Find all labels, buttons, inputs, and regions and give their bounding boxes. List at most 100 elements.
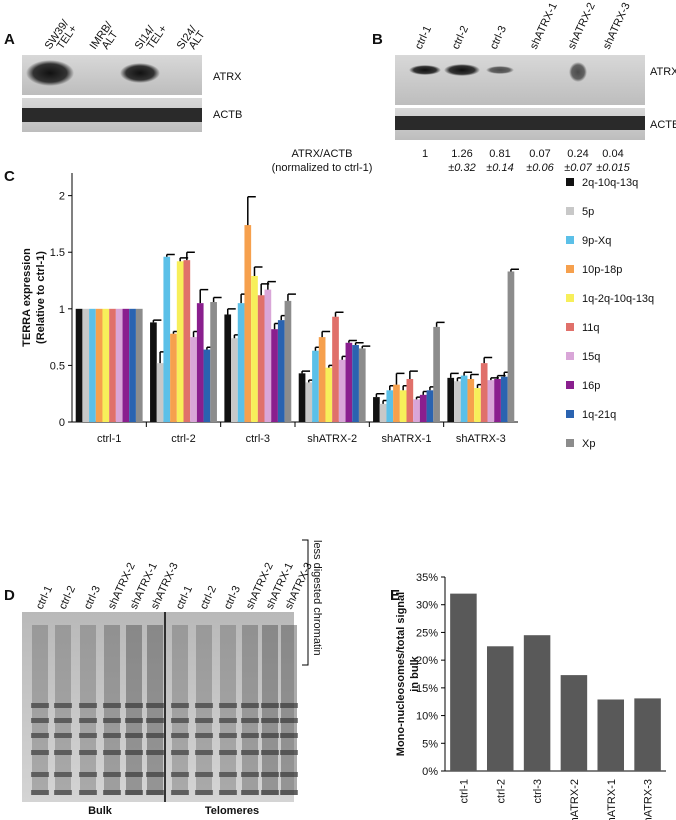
bar <box>338 359 346 422</box>
error-bar <box>334 311 344 317</box>
gel-band <box>125 703 143 708</box>
gel-band <box>241 703 259 708</box>
bar <box>454 381 461 422</box>
band <box>569 62 587 82</box>
gel-band <box>195 772 213 777</box>
gel-lane <box>126 625 142 795</box>
gel-band <box>171 703 189 708</box>
x-tick-label: ctrl-1 <box>458 779 470 803</box>
band <box>409 65 441 75</box>
y-tick-label: 1 <box>59 304 65 316</box>
legend-label: 9p-Xq <box>582 235 611 247</box>
bar <box>358 348 366 422</box>
gel-band <box>241 733 259 738</box>
error-bar <box>199 288 209 304</box>
error-bar <box>348 339 357 343</box>
gel-band <box>171 750 189 755</box>
y-tick-label: 25% <box>416 627 438 639</box>
gel-band <box>125 790 143 795</box>
lane-label: ctrl-3 <box>488 24 509 51</box>
gel-band <box>79 790 97 795</box>
error-bar <box>449 372 459 378</box>
bar <box>129 308 136 422</box>
error-bar <box>212 296 222 303</box>
bracket-label: less digested chromatin <box>311 540 323 656</box>
gel-label: Telomeres <box>205 805 259 817</box>
gel-band <box>261 750 279 755</box>
bar <box>190 337 197 422</box>
gel-band <box>146 750 164 755</box>
gel-lane <box>281 625 297 795</box>
band <box>486 66 514 74</box>
bracket <box>302 539 309 666</box>
lane-label: ctrl-1 <box>174 584 195 611</box>
gel-band <box>79 718 97 723</box>
bar <box>271 329 278 422</box>
legend-label: 10p-18p <box>582 264 622 276</box>
gel-lanes <box>31 625 298 795</box>
y-tick-label: 2 <box>59 191 65 203</box>
legend-label: 2q-10q-13q <box>582 177 638 189</box>
error-bar <box>321 330 331 338</box>
bar <box>176 261 184 422</box>
gel-band <box>241 772 259 777</box>
error-bar <box>226 308 236 315</box>
bar <box>237 303 245 422</box>
bar <box>399 390 407 422</box>
legend-label: 5p <box>582 206 594 218</box>
bar <box>474 388 481 422</box>
band <box>444 64 480 76</box>
legend-swatch <box>566 294 574 302</box>
x-tick-label: shATRX-1 <box>606 779 618 820</box>
bar <box>257 295 265 422</box>
gel-band <box>219 772 237 777</box>
error-bar <box>247 196 256 226</box>
ratio-value: 0.07 <box>529 148 550 160</box>
legend-swatch <box>566 381 574 389</box>
gel-band <box>31 718 49 723</box>
gel-band <box>54 790 72 795</box>
gel-band <box>195 790 213 795</box>
bar <box>325 367 333 422</box>
bar <box>318 337 326 422</box>
legend-swatch <box>566 352 574 360</box>
bar <box>210 302 217 422</box>
bar <box>196 303 204 422</box>
bar <box>277 320 285 422</box>
gel-band <box>261 733 279 738</box>
y-tick-label: 1.5 <box>50 247 65 259</box>
gel-band <box>280 772 298 777</box>
gel-band <box>171 718 189 723</box>
gel-band <box>146 718 164 723</box>
gel-lane <box>147 625 163 795</box>
panel-letter: E <box>390 587 400 604</box>
gel-band <box>261 790 279 795</box>
error-bar <box>361 345 371 349</box>
error-bar <box>166 253 175 257</box>
y-tick-label: 0% <box>422 766 438 778</box>
bar <box>426 390 434 422</box>
gel-band <box>280 718 298 723</box>
bar <box>413 399 420 422</box>
gel-band <box>146 790 164 795</box>
gel-label: Bulk <box>88 805 113 817</box>
bar <box>284 300 292 422</box>
gel-band <box>280 750 298 755</box>
gel-band <box>103 772 121 777</box>
error-bar <box>267 280 276 290</box>
gel-lane <box>262 625 278 795</box>
bar <box>480 363 488 422</box>
gel-band <box>219 790 237 795</box>
legend-label: 1q-21q <box>582 409 616 421</box>
legend-label: 1q-2q-10q-13q <box>582 293 654 305</box>
gel-band <box>54 772 72 777</box>
gel-lane <box>172 625 188 795</box>
legend-swatch <box>566 265 574 273</box>
ratio-error: ±0.06 <box>526 162 554 174</box>
band-label: ATRX <box>650 66 676 78</box>
error-bar <box>354 342 364 346</box>
error-bar <box>301 370 311 374</box>
y-axis-label: Mono-nucleosomes/total signal <box>395 592 407 756</box>
ratio-note: (normalized to ctrl-1) <box>272 162 373 174</box>
gel-band <box>125 772 143 777</box>
